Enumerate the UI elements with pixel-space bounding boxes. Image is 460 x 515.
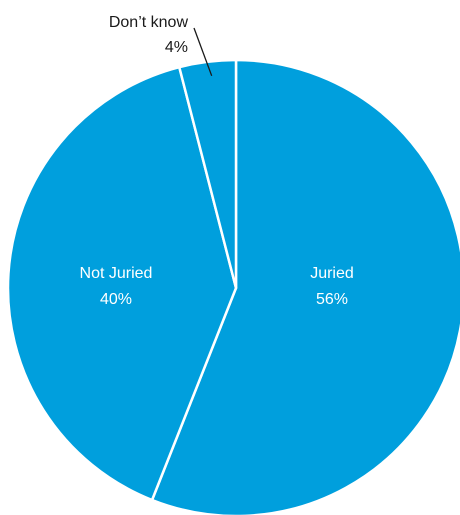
slice-label-juried: Juried [310, 265, 354, 282]
leader-line-dont-know [193, 27, 213, 77]
pie-slices [6, 58, 460, 515]
slice-label-not-juried: Not Juried [80, 265, 153, 282]
pie-slice-don-t-know [178, 58, 238, 290]
pie-labels: Juried 56% Not Juried 40% Don’t know 4% [80, 14, 354, 308]
slice-label-dont-know: Don’t know [109, 14, 189, 31]
slice-value-juried: 56% [316, 291, 348, 308]
pie-slice-not-juried [6, 65, 238, 502]
slice-value-not-juried: 40% [100, 291, 132, 308]
slice-value-dont-know: 4% [165, 39, 188, 56]
